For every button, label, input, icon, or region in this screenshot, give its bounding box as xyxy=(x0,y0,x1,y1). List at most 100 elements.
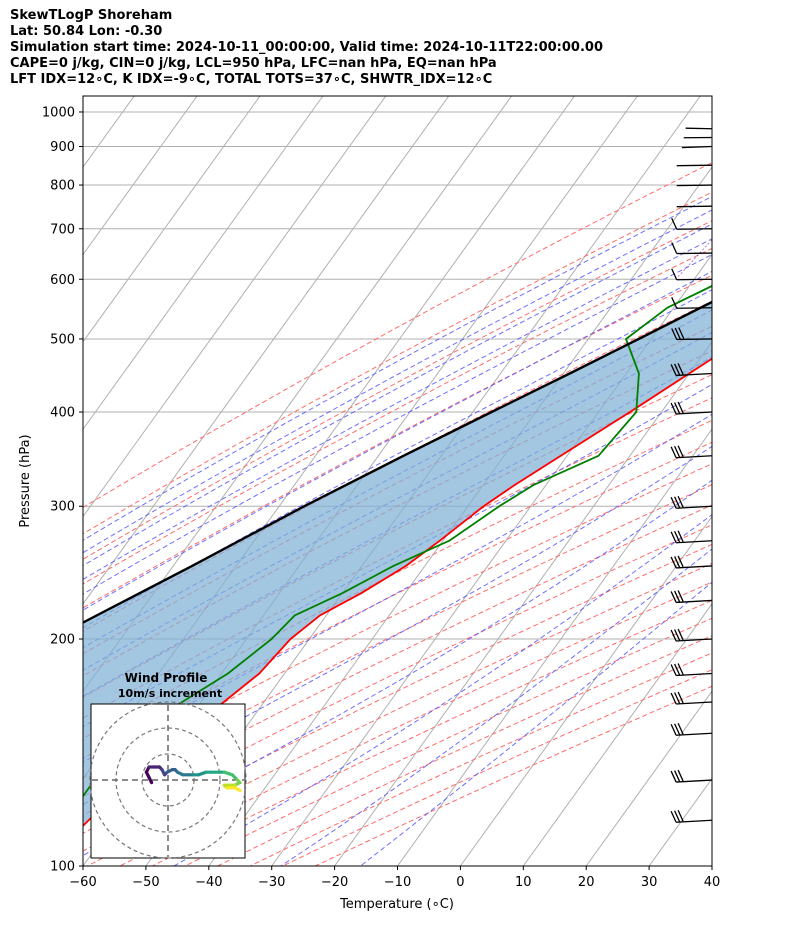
parcel-point xyxy=(490,411,493,413)
wind-barb xyxy=(681,145,713,149)
temperature-point xyxy=(439,539,441,542)
parcel-point xyxy=(402,455,405,457)
dewpoint-point xyxy=(181,701,183,703)
wind-barb xyxy=(676,819,713,823)
x-tick-label: 10 xyxy=(515,875,532,890)
parcel-point xyxy=(568,372,571,375)
isotherm-line xyxy=(0,96,71,866)
wind-barb-flag xyxy=(674,692,681,704)
dewpoint-point xyxy=(448,539,451,542)
moist-adiabat xyxy=(83,223,712,567)
wind-barb-flag xyxy=(674,445,681,458)
wind-barb-flag xyxy=(670,591,677,603)
wind-barb-flag xyxy=(670,496,677,509)
x-tick-label: −10 xyxy=(384,875,411,890)
isotherm-line xyxy=(83,96,450,605)
temperature-point xyxy=(360,592,363,594)
parcel-point xyxy=(756,279,758,281)
dewpoint-point xyxy=(777,205,779,207)
parcel-point xyxy=(191,565,193,567)
wind-barb-flag xyxy=(671,242,678,254)
wind-barb xyxy=(676,779,713,783)
isotherm-line xyxy=(711,865,712,866)
wind-barb-flag xyxy=(677,495,684,508)
isotherm-line xyxy=(83,96,261,343)
dewpoint-point xyxy=(635,411,638,413)
wind-barb-flag xyxy=(670,692,677,705)
wind-barb-flag xyxy=(670,629,677,642)
wind-barb-flag xyxy=(670,664,677,676)
temperature-point xyxy=(560,455,562,457)
parcel-point xyxy=(303,505,306,508)
wind-barb-flag xyxy=(677,663,684,675)
isotherm-line xyxy=(83,96,324,431)
moist-adiabat xyxy=(83,253,712,595)
dewpoint-point xyxy=(270,638,273,640)
location-line: Lat: 50.84 Lon: -0.30 xyxy=(10,24,163,39)
y-tick-label: 100 xyxy=(50,860,75,875)
wind-barb-flag xyxy=(674,663,681,676)
parcel-point xyxy=(637,338,640,340)
dry-adiabat xyxy=(83,162,712,509)
y-tick-label: 900 xyxy=(50,140,75,155)
x-tick-label: 20 xyxy=(578,875,595,890)
wind-barb-flag xyxy=(677,363,684,375)
hodograph-inset: Wind Profile 10m/s increment xyxy=(89,671,247,859)
wind-barb-flag xyxy=(670,402,677,415)
y-tick-label: 1000 xyxy=(42,105,75,120)
x-tick-label: 30 xyxy=(641,875,658,890)
wind-barb-flag xyxy=(671,296,678,309)
wind-barb-flag xyxy=(670,364,677,376)
y-tick-label: 400 xyxy=(50,406,75,421)
y-tick-label: 700 xyxy=(50,222,75,237)
dewpoint-point xyxy=(730,228,732,230)
moist-adiabat xyxy=(83,270,712,611)
wind-barb-flag xyxy=(674,327,681,340)
dewpoint-point xyxy=(392,565,395,567)
wind-barbs xyxy=(670,127,713,823)
x-tick-label: −20 xyxy=(321,875,348,890)
dry-adiabat xyxy=(83,441,712,759)
x-tick-label: −60 xyxy=(69,875,96,890)
wind-barb-flag xyxy=(671,218,678,230)
dry-adiabat xyxy=(83,484,712,798)
mixing-ratio-line xyxy=(789,96,794,279)
cape-line: CAPE=0 j/kg, CIN=0 j/kg, LCL=950 hPa, LF… xyxy=(10,56,497,71)
wind-barb-flag xyxy=(674,770,681,782)
x-tick-label: −50 xyxy=(132,875,159,890)
wind-barb-flag xyxy=(670,531,677,544)
x-tick-label: 0 xyxy=(456,875,464,890)
wind-barb-flag xyxy=(677,691,684,704)
mixing-ratio-line xyxy=(675,239,712,280)
wind-barb-flag xyxy=(674,590,681,603)
wind-barb xyxy=(676,372,713,377)
wind-barb-flag xyxy=(677,445,684,458)
wind-barb xyxy=(676,455,713,459)
wind-barb xyxy=(685,127,713,130)
isotherm-line xyxy=(334,340,712,866)
dewpoint-point xyxy=(32,865,34,867)
x-axis: −60 −50 −40 −30 −20 −10 0 10 20 30 40 xyxy=(69,866,720,890)
wind-barb-flag xyxy=(677,722,684,735)
dewpoint-point xyxy=(294,614,296,617)
dewpoint-point xyxy=(532,484,535,486)
temperature-point xyxy=(688,372,690,375)
temperature-point xyxy=(629,411,631,413)
chart-title: SkewTLogP Shoreham xyxy=(10,8,173,23)
wind-barb-flag xyxy=(677,530,684,543)
y-tick-label: 300 xyxy=(50,500,75,515)
hodograph-subtitle: 10m/s increment xyxy=(118,687,222,700)
temperature-point xyxy=(742,338,744,340)
wind-barb-flag xyxy=(674,402,681,414)
wind-barb-flag xyxy=(670,810,677,823)
x-axis-label: Temperature (∘C) xyxy=(339,897,454,912)
hodograph-title: Wind Profile xyxy=(125,671,208,685)
temperature-point xyxy=(405,565,407,567)
wind-barb xyxy=(676,638,713,642)
wind-barb-flag xyxy=(674,810,681,822)
dry-adiabat xyxy=(83,247,712,585)
temperature-point xyxy=(513,484,516,486)
temperature-point xyxy=(45,865,47,867)
wind-barb-flag xyxy=(670,770,677,783)
